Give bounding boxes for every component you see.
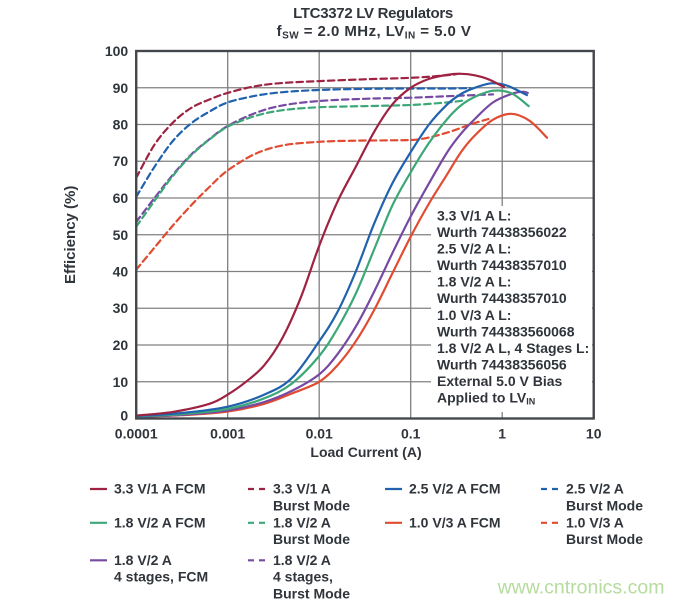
svg-text:30: 30 [113,300,129,316]
svg-text:fSW = 2.0 MHz, LVIN = 5.0 V: fSW = 2.0 MHz, LVIN = 5.0 V [277,23,472,42]
svg-text:0.01: 0.01 [306,426,333,442]
svg-text:Wurth 74438356056: Wurth 74438356056 [437,357,567,373]
svg-text:80: 80 [113,117,129,133]
svg-text:100: 100 [105,43,129,59]
svg-text:Applied to LVIN: Applied to LVIN [437,390,535,407]
svg-text:Efficiency (%): Efficiency (%) [62,186,79,284]
svg-text:3.3 V/1 A L:: 3.3 V/1 A L: [437,208,511,224]
svg-text:1.0 V/3 A L:: 1.0 V/3 A L: [437,307,511,323]
svg-text:Wurth 74438357010: Wurth 74438357010 [437,257,567,273]
svg-text:Burst Mode: Burst Mode [273,497,350,513]
svg-text:2.5 V/2 A: 2.5 V/2 A [566,481,624,497]
svg-text:1.0 V/3 A FCM: 1.0 V/3 A FCM [409,514,501,530]
svg-text:10: 10 [113,374,129,390]
svg-text:LTC3372 LV Regulators: LTC3372 LV Regulators [293,5,453,22]
svg-text:0: 0 [120,408,128,424]
svg-text:90: 90 [113,80,129,96]
svg-text:3.3 V/1 A: 3.3 V/1 A [273,481,331,497]
svg-text:2.5 V/2 A FCM: 2.5 V/2 A FCM [409,481,501,497]
svg-text:0.001: 0.001 [210,426,245,442]
svg-text:Burst Mode: Burst Mode [273,531,350,547]
svg-text:1: 1 [498,426,506,442]
svg-text:1.8 V/2 A L:: 1.8 V/2 A L: [437,274,511,290]
svg-text:Burst Mode: Burst Mode [566,531,643,547]
svg-text:Burst Mode: Burst Mode [566,497,643,513]
svg-text:www.cntronics.com: www.cntronics.com [497,577,665,599]
svg-text:Wurth 74438356022: Wurth 74438356022 [437,224,567,240]
svg-text:Load Current (A): Load Current (A) [310,444,421,460]
svg-text:40: 40 [113,264,129,280]
svg-text:10: 10 [586,426,602,442]
svg-text:1.8 V/2 A: 1.8 V/2 A [273,514,331,530]
svg-text:50: 50 [113,227,129,243]
svg-text:Wurth 744383560068: Wurth 744383560068 [437,323,575,339]
svg-text:Burst Mode: Burst Mode [273,585,350,601]
svg-text:Wurth 74438357010: Wurth 74438357010 [437,290,567,306]
svg-text:1.0 V/3 A: 1.0 V/3 A [566,514,624,530]
svg-text:0.1: 0.1 [401,426,421,442]
svg-text:3.3 V/1 A FCM: 3.3 V/1 A FCM [114,481,206,497]
svg-text:0.0001: 0.0001 [115,426,158,442]
svg-text:4 stages,: 4 stages, [273,569,333,585]
svg-text:60: 60 [113,190,129,206]
svg-text:1.8 V/2 A FCM: 1.8 V/2 A FCM [114,514,206,530]
svg-text:1.8 V/2 A: 1.8 V/2 A [273,552,331,568]
svg-text:1.8 V/2 A: 1.8 V/2 A [114,552,172,568]
svg-text:2.5 V/2 A L:: 2.5 V/2 A L: [437,241,511,257]
svg-text:4 stages, FCM: 4 stages, FCM [114,569,208,585]
svg-text:1.8 V/2 A L, 4 Stages L:: 1.8 V/2 A L, 4 Stages L: [437,340,589,356]
svg-text:External 5.0 V Bias: External 5.0 V Bias [437,373,563,389]
svg-text:70: 70 [113,153,129,169]
svg-text:20: 20 [113,337,129,353]
